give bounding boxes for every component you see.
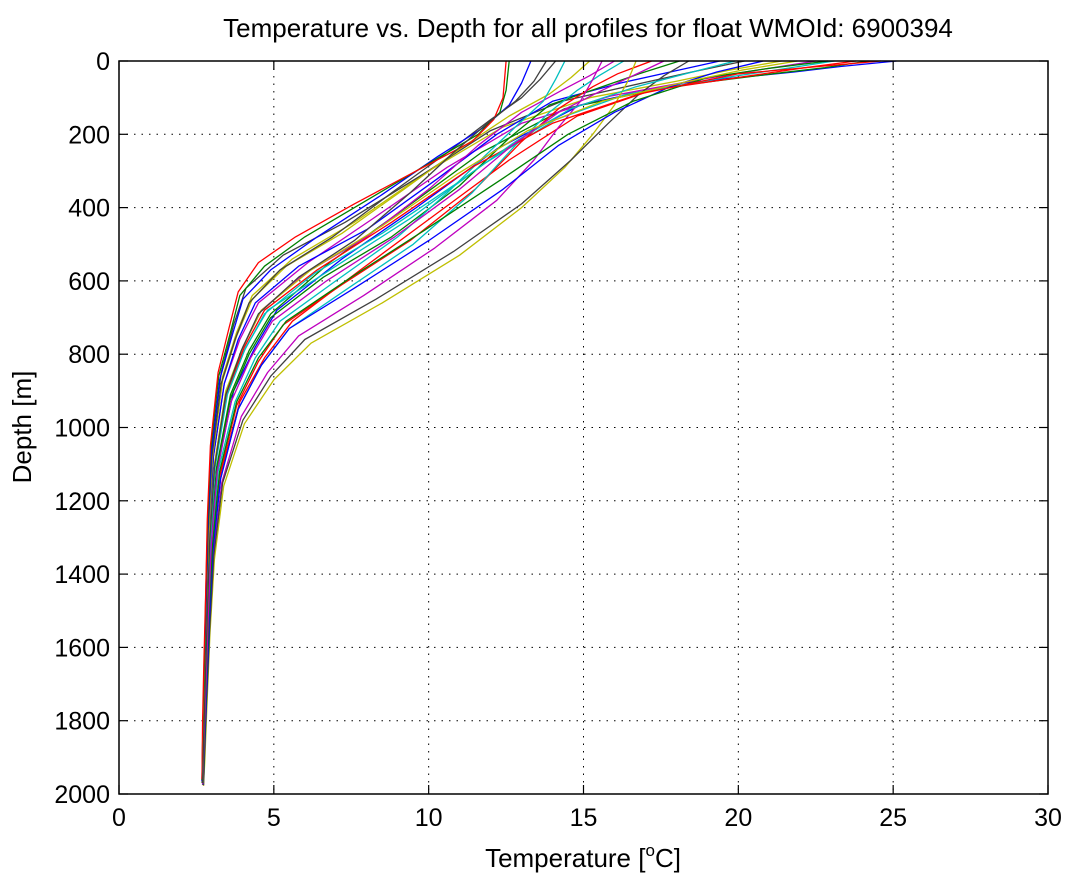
y-tick-label: 1200 xyxy=(54,488,110,516)
x-tick-labels: 0 5 10 15 20 25 30 xyxy=(112,804,1062,832)
y-tick-label: 600 xyxy=(68,268,110,296)
y-tick-label: 800 xyxy=(68,341,110,369)
y-tick-label: 0 xyxy=(96,48,110,76)
profile-line xyxy=(201,60,547,784)
axis-ticks xyxy=(118,60,1049,795)
x-axis-label-suffix: C] xyxy=(655,843,681,873)
profile-line xyxy=(202,60,665,785)
y-tick-label: 400 xyxy=(68,195,110,223)
y-tick-label: 2000 xyxy=(54,781,110,809)
x-tick-label: 20 xyxy=(724,804,752,832)
y-tick-label: 1400 xyxy=(54,561,110,589)
plot-area xyxy=(119,61,1048,794)
profile-line xyxy=(201,60,507,780)
y-tick-labels: 0 200 400 600 800 1000 1200 1400 1600 1800 2000 xyxy=(54,48,110,809)
x-axis-label-text: Temperature [ xyxy=(485,843,646,873)
x-tick-label: 5 xyxy=(267,804,281,832)
y-tick-label: 1800 xyxy=(54,708,110,736)
profile-lines xyxy=(201,60,897,786)
x-axis-label: Temperature [oC] xyxy=(485,841,681,873)
x-axis-label-superscript: o xyxy=(645,841,654,860)
x-tick-label: 15 xyxy=(570,804,598,832)
y-tick-label: 200 xyxy=(68,121,110,149)
chart-title: Temperature vs. Depth for all profiles f… xyxy=(223,13,953,43)
y-tick-label: 1600 xyxy=(54,634,110,662)
y-axis-label: Depth [m] xyxy=(7,371,37,484)
x-tick-label: 10 xyxy=(415,804,443,832)
x-tick-label: 25 xyxy=(879,804,907,832)
y-tick-label: 1000 xyxy=(54,415,110,443)
x-tick-label: 0 xyxy=(112,804,126,832)
x-tick-label: 30 xyxy=(1034,804,1062,832)
